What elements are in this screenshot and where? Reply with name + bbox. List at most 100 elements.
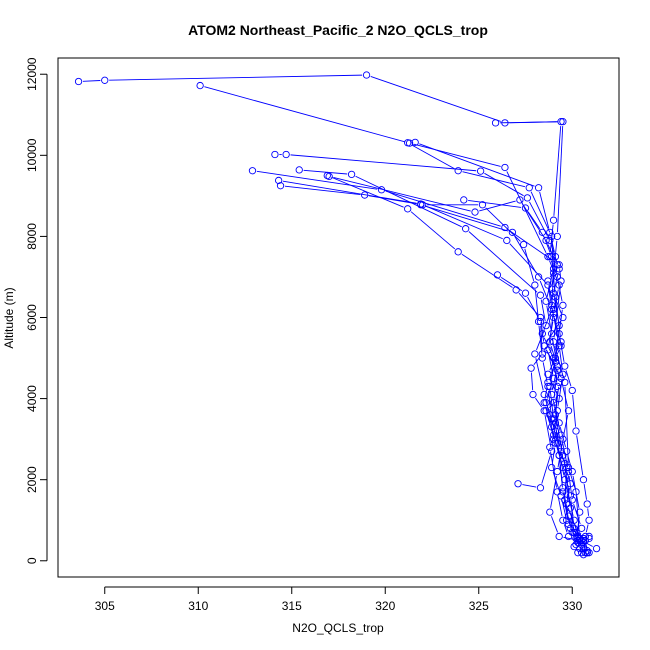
data-point: [462, 225, 470, 233]
data-point: [546, 508, 554, 516]
data-point: [592, 544, 601, 553]
series-segment: [555, 390, 558, 419]
series-segment: [557, 370, 560, 379]
data-point: [551, 293, 560, 301]
series-segment: [572, 475, 580, 508]
data-point: [548, 305, 556, 314]
y-tick-label: 10000: [25, 138, 39, 172]
data-point: [546, 443, 554, 451]
data-point: [559, 370, 567, 378]
data-point: [534, 273, 543, 281]
data-point: [574, 536, 582, 545]
data-point: [568, 528, 576, 537]
data-point: [536, 313, 545, 322]
data-point: [555, 532, 563, 541]
data-point: [570, 516, 578, 524]
data-point: [544, 253, 552, 261]
data-point: [564, 407, 573, 415]
data-point: [476, 167, 485, 175]
data-point: [540, 398, 548, 407]
data-point: [542, 398, 550, 407]
data-point: [583, 500, 591, 508]
data-point: [553, 488, 561, 496]
series-segment: [543, 313, 551, 330]
data-point: [553, 382, 561, 391]
data-point: [581, 549, 589, 557]
y-tick-label: 4000: [25, 385, 39, 412]
data-point: [538, 350, 546, 358]
series-15: [417, 201, 589, 545]
data-point: [538, 228, 546, 237]
data-point: [559, 313, 567, 322]
series-segment: [541, 455, 551, 484]
data-point: [555, 281, 563, 289]
data-point: [546, 228, 554, 237]
data-point: [559, 488, 567, 496]
data-point: [562, 447, 571, 455]
series-layer: [74, 71, 601, 559]
series-segment: [565, 370, 572, 387]
data-point: [583, 549, 591, 557]
x-tick-label: 330: [562, 599, 582, 613]
series-segment: [109, 74, 363, 81]
data-point: [544, 382, 552, 391]
series-segment: [506, 171, 547, 253]
series-segment: [559, 459, 563, 484]
data-point: [549, 354, 558, 362]
series-segment: [553, 126, 562, 216]
series-segment: [561, 382, 568, 407]
data-point: [460, 196, 468, 204]
data-point: [570, 542, 578, 551]
data-point: [557, 431, 565, 439]
data-point: [553, 407, 561, 415]
data-point: [531, 350, 539, 358]
data-point: [568, 467, 576, 476]
data-point: [559, 463, 567, 472]
data-point: [568, 386, 576, 395]
series-1: [74, 71, 593, 559]
data-point: [542, 321, 550, 330]
data-point: [548, 232, 556, 241]
series-segment: [563, 524, 568, 533]
series-segment: [461, 253, 513, 288]
series-segment: [554, 406, 561, 431]
series-segment: [535, 397, 543, 408]
series-segment: [535, 358, 544, 391]
plot-frame: [57, 57, 620, 578]
series-segment: [549, 224, 554, 253]
data-point: [557, 342, 565, 350]
data-point: [542, 236, 550, 245]
data-point: [347, 170, 356, 179]
data-point: [538, 330, 546, 338]
data-point: [566, 492, 575, 500]
data-point: [579, 476, 588, 484]
series-segment: [540, 325, 543, 350]
data-point: [478, 201, 487, 209]
series-segment: [370, 76, 501, 122]
data-point: [576, 536, 584, 545]
series-segment: [557, 378, 563, 407]
data-point: [544, 277, 552, 285]
data-point: [549, 435, 558, 443]
data-point: [574, 538, 582, 547]
data-point: [514, 480, 522, 488]
series-segment: [555, 419, 563, 452]
series-segment: [539, 191, 550, 229]
data-point: [549, 415, 558, 423]
data-point: [471, 208, 479, 216]
series-segment: [499, 121, 559, 124]
series-segment: [530, 191, 551, 233]
series-segment: [543, 236, 551, 253]
data-point: [564, 532, 573, 541]
data-point: [564, 520, 573, 528]
series-segment: [411, 144, 455, 169]
series-segment: [500, 276, 523, 292]
data-point: [546, 236, 554, 245]
series-segment: [514, 235, 537, 274]
series-segment: [549, 390, 554, 415]
data-point: [491, 119, 500, 127]
data-point: [559, 301, 567, 309]
data-point: [404, 139, 412, 147]
series-segment: [410, 211, 456, 250]
data-point: [248, 167, 257, 175]
